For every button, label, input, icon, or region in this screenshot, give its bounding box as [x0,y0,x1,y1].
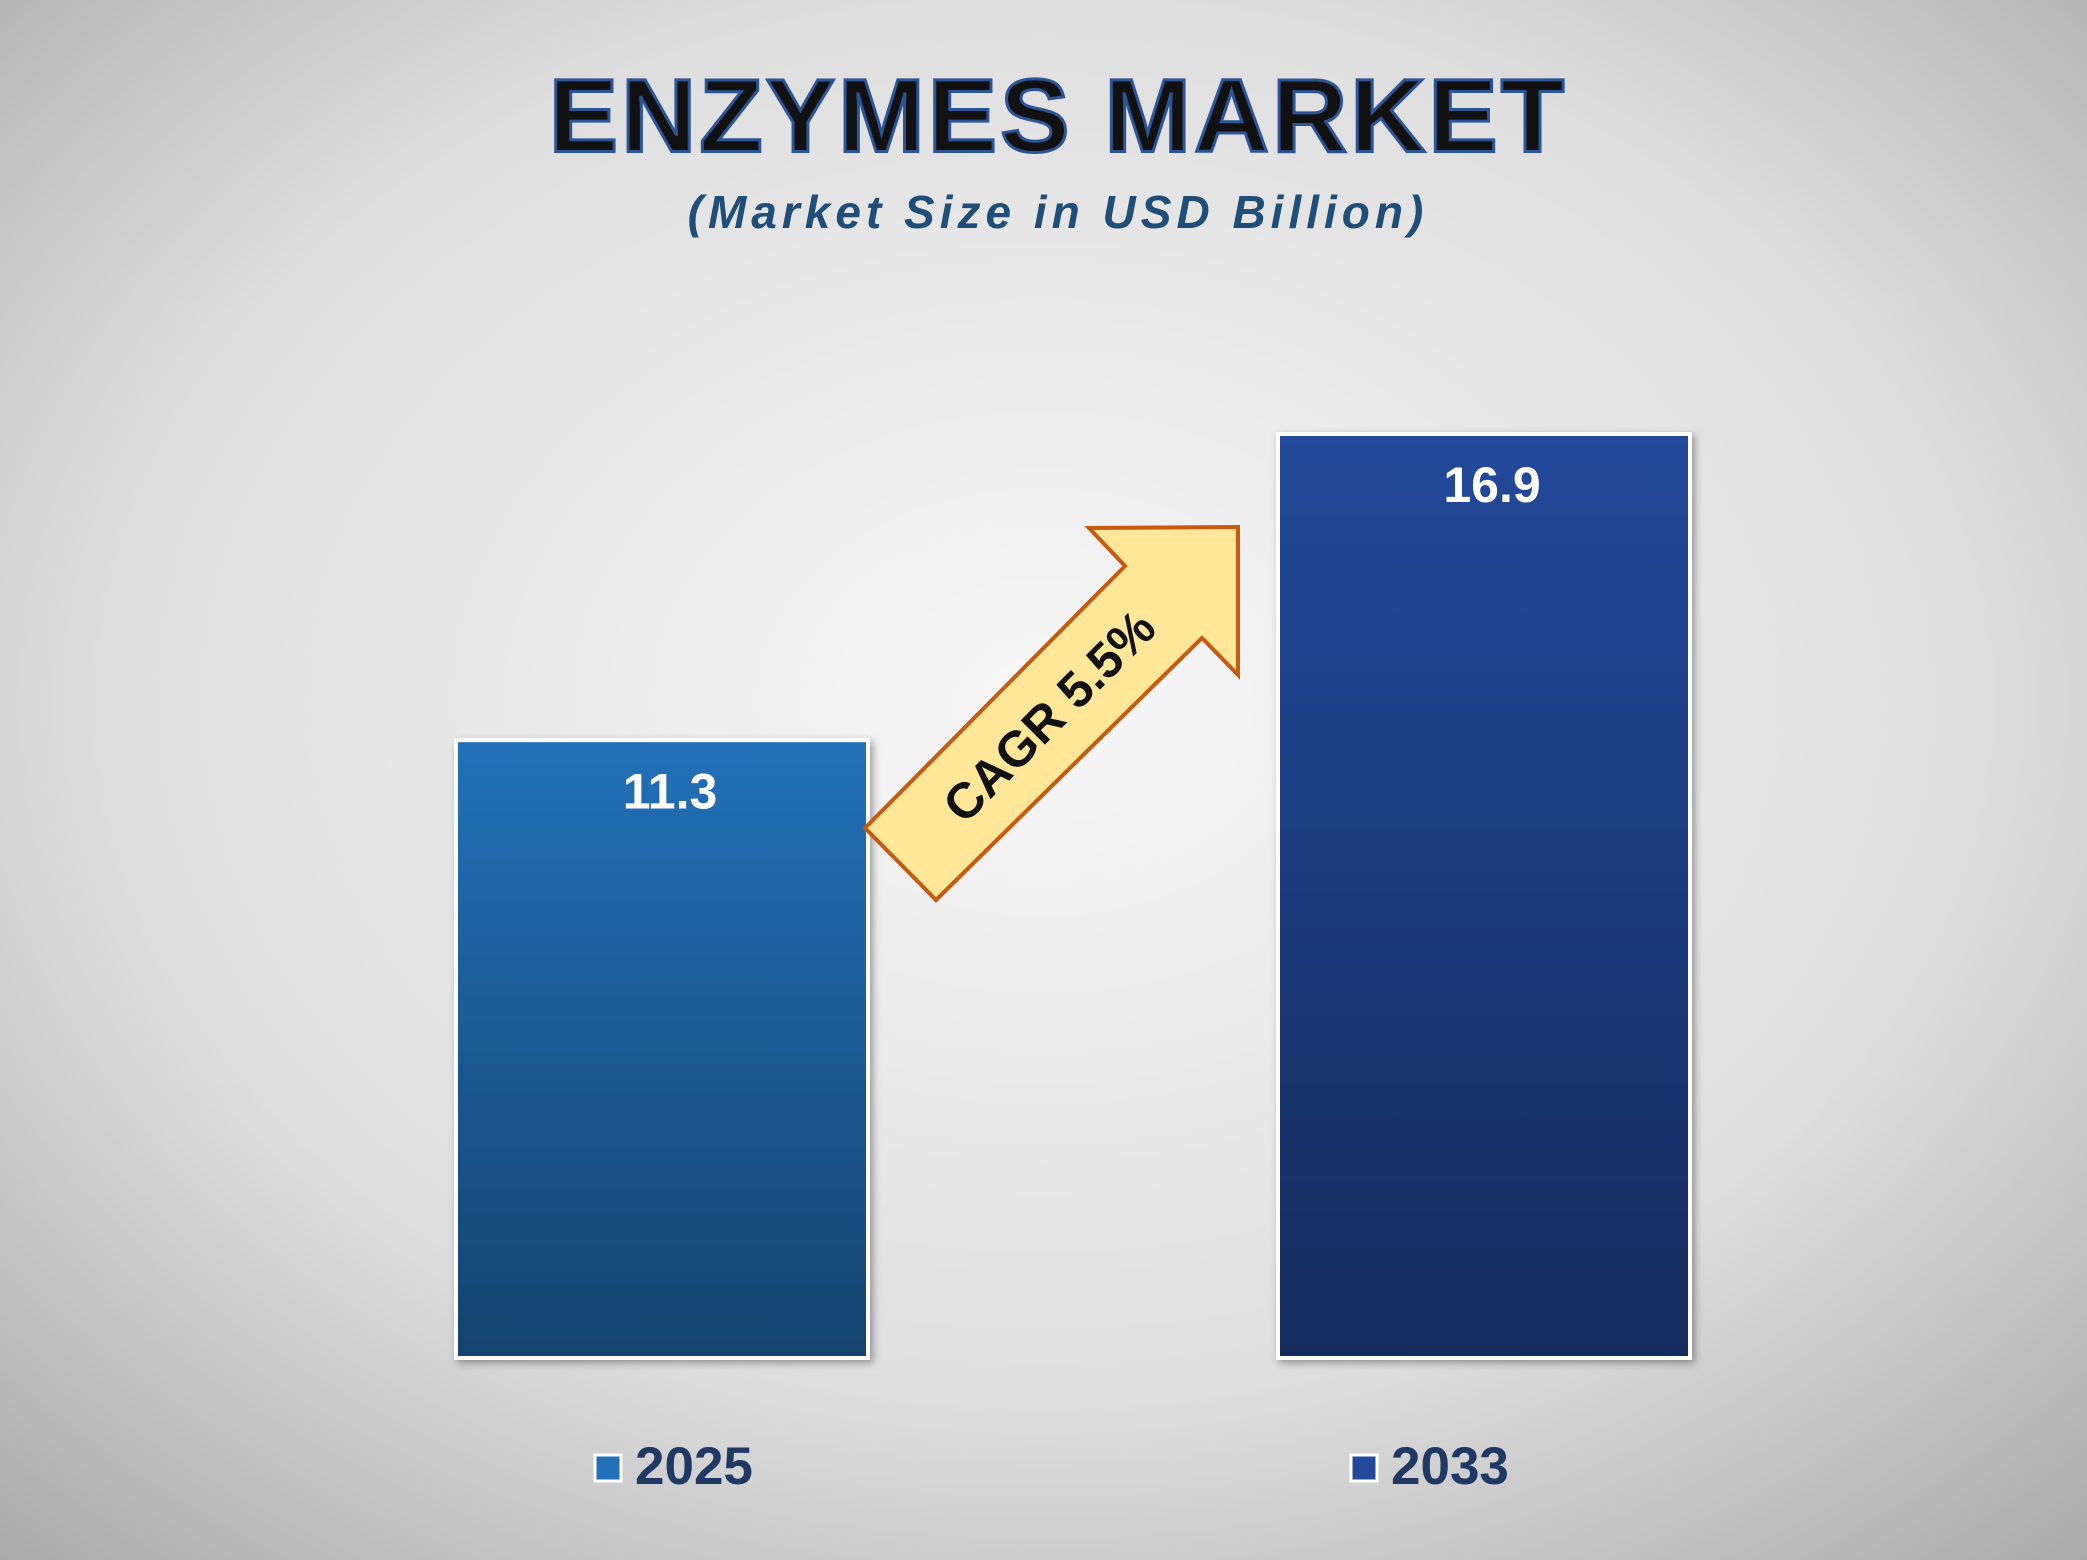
chart-title: ENZYMES MARKET [549,58,1567,174]
bar-shade [458,742,866,1356]
legend-swatch [593,1453,623,1483]
legend-label: 2025 [635,1437,753,1496]
value-label: 16.9 [1443,457,1540,513]
legend-label: 2033 [1391,1437,1509,1496]
legend-swatch [1349,1453,1379,1483]
cagr-arrow [862,524,1240,903]
bar-shade [1280,436,1688,1356]
value-label: 11.3 [623,763,718,819]
chart-subtitle: (Market Size in USD Billion) [688,186,1429,238]
